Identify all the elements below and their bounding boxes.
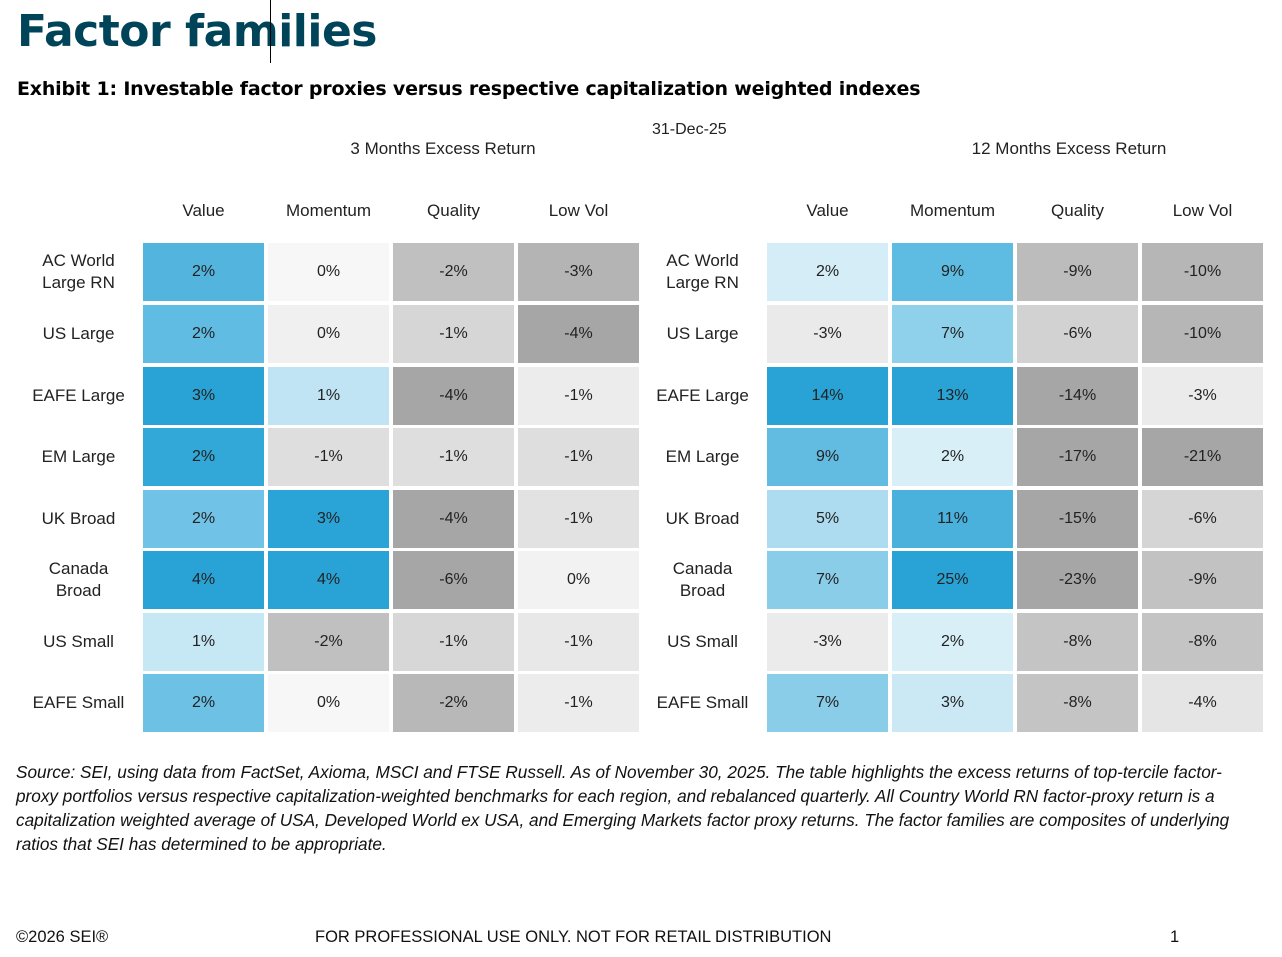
heatmap-cell-3m: -1% [518, 428, 639, 486]
row-label-3m: UK Broad [41, 509, 116, 528]
row-label-12m: Canada Broad [672, 559, 733, 600]
heatmap-cell-3m: -2% [393, 674, 514, 732]
heatmap-cell-12m: 7% [892, 305, 1013, 363]
row-label-12m: EAFE Large [656, 386, 749, 405]
heatmap-cell-3m: 2% [143, 428, 264, 486]
page-title: Factor families [17, 6, 378, 57]
row-label-12m: EAFE Small [656, 693, 749, 712]
row-label-3m: Canada Broad [48, 559, 109, 600]
as-of-date: 31-Dec-25 [652, 121, 727, 138]
column-header-12m-quality: Quality [1051, 201, 1104, 220]
heatmap-cell-3m: 0% [268, 305, 389, 363]
row-label-3m: EM Large [41, 447, 116, 466]
heatmap-cell-3m: -2% [393, 243, 514, 301]
heatmap-cell-12m: 25% [892, 551, 1013, 609]
heatmap-cell-12m: -6% [1017, 305, 1138, 363]
heatmap-cell-3m: -4% [518, 305, 639, 363]
heatmap-cell-3m: 2% [143, 490, 264, 548]
heatmap-cell-12m: 7% [767, 674, 888, 732]
heatmap-cell-3m: -1% [518, 490, 639, 548]
heatmap-cell-3m: -1% [518, 613, 639, 671]
heatmap-cell-12m: -17% [1017, 428, 1138, 486]
heatmap-cell-12m: 3% [892, 674, 1013, 732]
heatmap-cell-3m: 4% [268, 551, 389, 609]
column-header-3m-momentum: Momentum [285, 201, 372, 220]
page-number: 1 [1170, 928, 1180, 946]
heatmap-cell-3m: -1% [393, 428, 514, 486]
heatmap-cell-3m: -1% [393, 305, 514, 363]
heatmap-cell-12m: 9% [892, 243, 1013, 301]
row-label-12m: US Small [667, 632, 738, 651]
heatmap-cell-12m: -15% [1017, 490, 1138, 548]
column-header-3m-quality: Quality [427, 201, 480, 220]
heatmap-cell-12m: -8% [1017, 613, 1138, 671]
heatmap-cell-12m: -3% [767, 613, 888, 671]
heatmap-cell-3m: -1% [518, 674, 639, 732]
heatmap-cell-12m: -6% [1142, 490, 1263, 548]
row-label-3m: EAFE Large [32, 386, 125, 405]
row-label-3m: US Large [42, 324, 115, 343]
heatmap-cell-12m: 14% [767, 367, 888, 425]
heatmap-cell-12m: -14% [1017, 367, 1138, 425]
heatmap-cell-12m: -8% [1142, 613, 1263, 671]
source-note: Source: SEI, using data from FactSet, Ax… [16, 762, 1230, 854]
heatmap-cell-3m: 3% [268, 490, 389, 548]
heatmap-cell-12m: -10% [1142, 305, 1263, 363]
heatmap-cell-3m: -2% [268, 613, 389, 671]
heatmap-cell-3m: 4% [143, 551, 264, 609]
column-header-12m-value: Value [806, 201, 849, 220]
heatmap-cell-12m: -8% [1017, 674, 1138, 732]
heatmap-cell-3m: -4% [393, 367, 514, 425]
heatmap-cell-12m: -3% [1142, 367, 1263, 425]
heatmap-cell-12m: -9% [1142, 551, 1263, 609]
heatmap-cell-12m: 11% [892, 490, 1013, 548]
text-cursor [270, 0, 271, 63]
heatmap-cell-3m: 0% [518, 551, 639, 609]
heatmap-cell-12m: -4% [1142, 674, 1263, 732]
heatmap-cell-3m: 1% [143, 613, 264, 671]
heatmap-cell-3m: -1% [268, 428, 389, 486]
heatmap-cell-12m: -23% [1017, 551, 1138, 609]
copyright: ©2026 SEI® [16, 928, 109, 946]
heatmap-cell-3m: 2% [143, 305, 264, 363]
heatmap-cell-3m: 0% [268, 674, 389, 732]
heatmap-cell-12m: 7% [767, 551, 888, 609]
heatmap-cell-3m: 2% [143, 674, 264, 732]
heatmap-cell-3m: -1% [393, 613, 514, 671]
distribution-disclaimer: FOR PROFESSIONAL USE ONLY. NOT FOR RETAI… [315, 928, 832, 946]
row-label-3m: US Small [43, 632, 114, 651]
heatmap-cell-3m: 1% [268, 367, 389, 425]
heatmap-cell-12m: -3% [767, 305, 888, 363]
heatmap-cell-3m: -3% [518, 243, 639, 301]
panel-title-12m: 12 Months Excess Return [971, 139, 1167, 158]
heatmap-cell-3m: -6% [393, 551, 514, 609]
heatmap-cell-12m: -9% [1017, 243, 1138, 301]
heatmap-cell-3m: 0% [268, 243, 389, 301]
column-header-3m-value: Value [182, 201, 225, 220]
panel-title-3m: 3 Months Excess Return [350, 139, 536, 158]
row-label-12m: AC World Large RN [666, 251, 739, 292]
heatmap-cell-12m: 2% [892, 613, 1013, 671]
column-header-3m-low-vol: Low Vol [548, 201, 609, 220]
row-label-3m: EAFE Small [32, 693, 125, 712]
heatmap-cell-12m: 2% [892, 428, 1013, 486]
heatmap-cell-12m: 13% [892, 367, 1013, 425]
exhibit-title: Exhibit 1: Investable factor proxies ver… [17, 78, 921, 100]
heatmap-cell-3m: 2% [143, 243, 264, 301]
heatmap-cell-12m: 2% [767, 243, 888, 301]
column-header-12m-low-vol: Low Vol [1172, 201, 1233, 220]
column-header-12m-momentum: Momentum [909, 201, 996, 220]
heatmap-cell-3m: -1% [518, 367, 639, 425]
heatmap-cell-12m: 5% [767, 490, 888, 548]
row-label-12m: EM Large [665, 447, 740, 466]
row-label-12m: US Large [666, 324, 739, 343]
row-label-12m: UK Broad [665, 509, 740, 528]
heatmap-cell-12m: -10% [1142, 243, 1263, 301]
heatmap-cell-12m: -21% [1142, 428, 1263, 486]
heatmap-cell-12m: 9% [767, 428, 888, 486]
heatmap-cell-3m: 3% [143, 367, 264, 425]
heatmap-cell-3m: -4% [393, 490, 514, 548]
row-label-3m: AC World Large RN [42, 251, 115, 292]
